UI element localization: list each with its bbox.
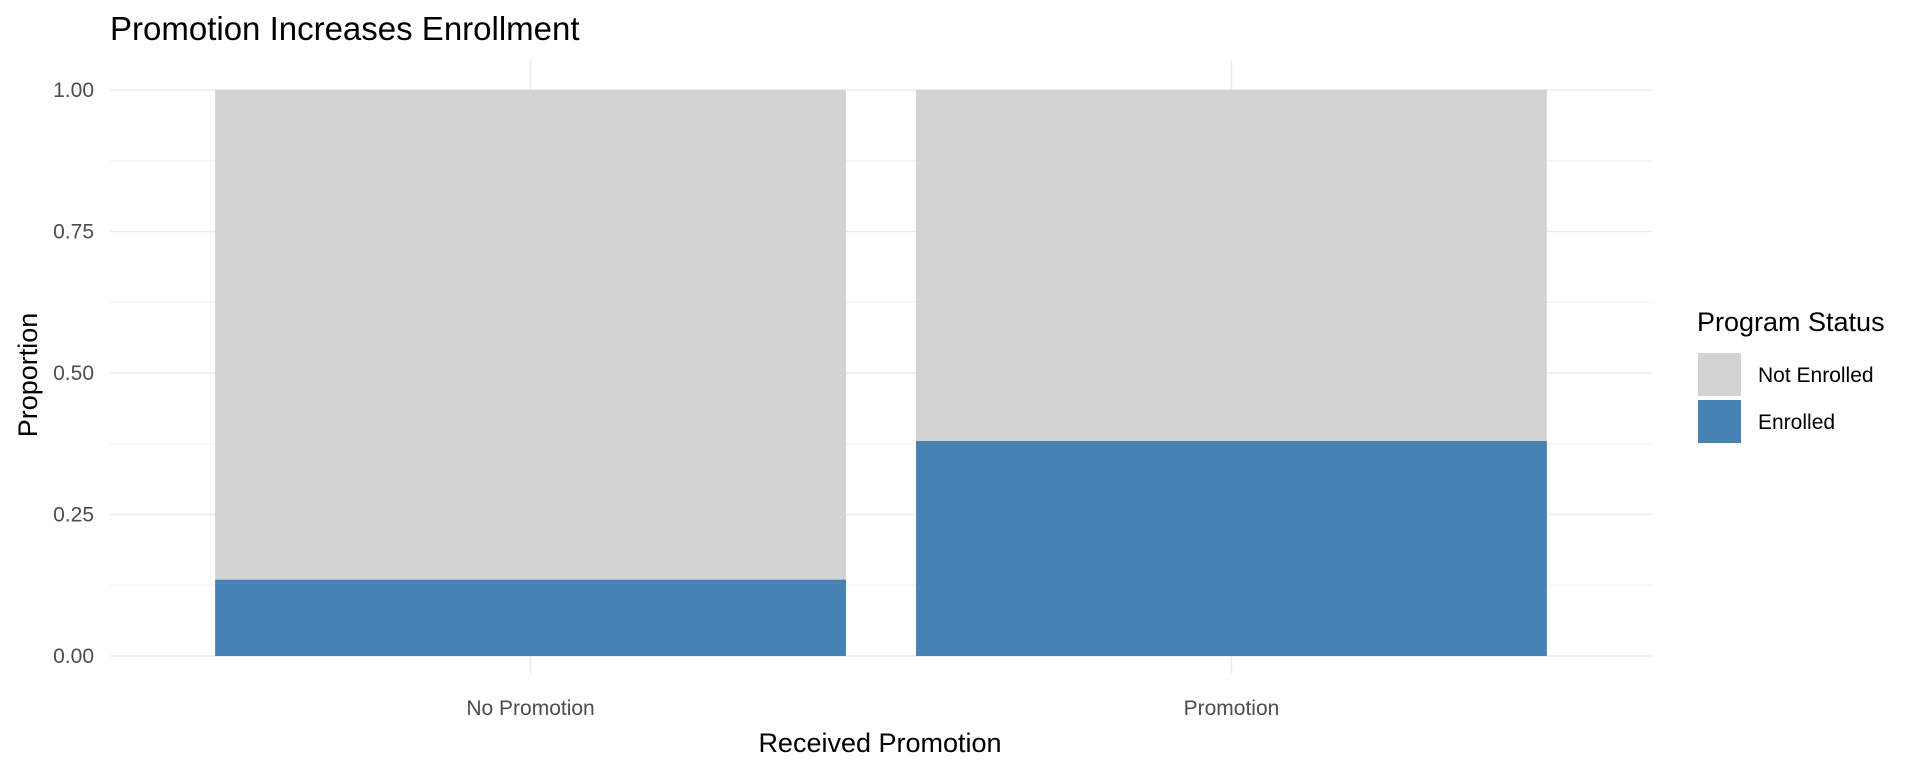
y-axis-title: Proportion <box>13 313 43 438</box>
legend-title: Program Status <box>1697 307 1885 337</box>
bar-enrolled <box>916 440 1547 656</box>
chart-title: Promotion Increases Enrollment <box>110 10 580 47</box>
bar-not-enrolled <box>916 90 1547 441</box>
legend: Program Status Not Enrolled Enrolled <box>1697 307 1885 443</box>
y-tick-label: 1.00 <box>53 79 94 102</box>
y-tick-label: 0.25 <box>53 504 94 527</box>
x-tick-label: Promotion <box>1184 697 1280 720</box>
y-axis-ticks: 0.00 0.25 0.50 0.75 1.00 <box>53 79 94 668</box>
y-tick-label: 0.50 <box>53 362 94 385</box>
legend-label: Not Enrolled <box>1758 364 1874 387</box>
legend-key <box>1698 353 1741 396</box>
legend-items: Not Enrolled Enrolled <box>1698 353 1874 443</box>
legend-label: Enrolled <box>1758 411 1835 434</box>
bars <box>215 90 1547 656</box>
x-axis-title: Received Promotion <box>758 728 1001 758</box>
legend-key <box>1698 400 1741 443</box>
x-tick-label: No Promotion <box>466 697 594 720</box>
bar-not-enrolled <box>215 90 846 580</box>
x-axis-ticks: No Promotion Promotion <box>466 697 1279 720</box>
y-tick-label: 0.75 <box>53 221 94 244</box>
y-tick-label: 0.00 <box>53 645 94 668</box>
bar-enrolled <box>215 579 846 656</box>
